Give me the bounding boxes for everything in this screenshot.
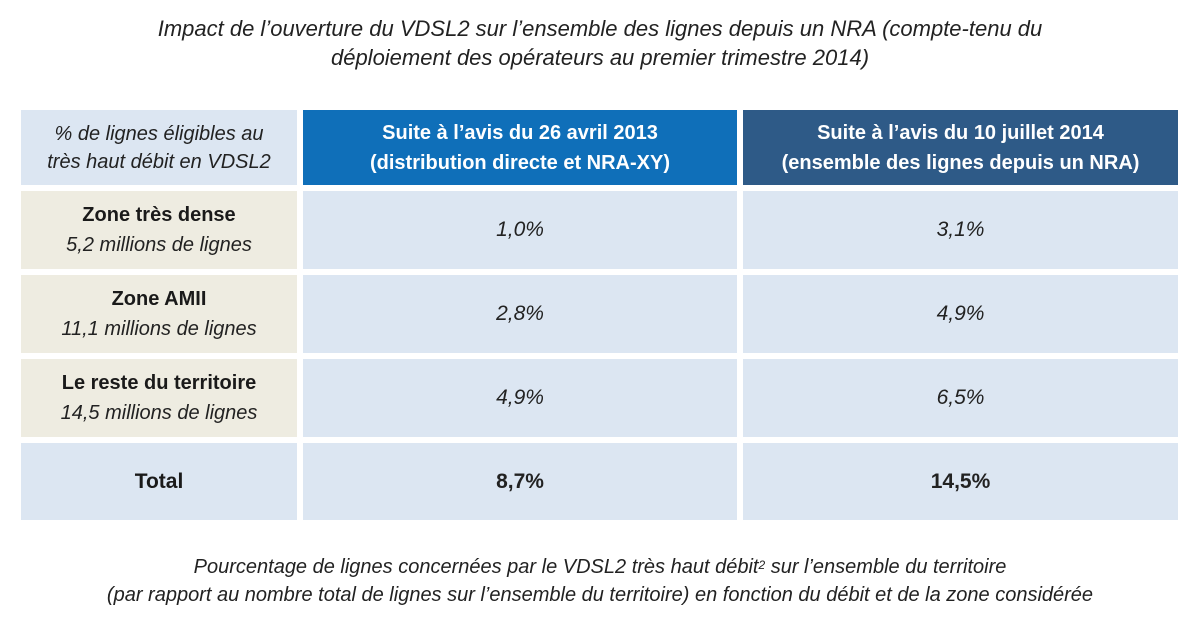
- cell-value: 6,5%: [936, 386, 985, 409]
- cell-value: 8,7%: [496, 469, 544, 493]
- row-label-zone-amii: Zone AMII 11,1 millions de lignes: [21, 275, 297, 353]
- row-label-reste-du-territoire: Le reste du territoire 14,5 millions de …: [21, 359, 297, 437]
- table-cell-2013: 4,9%: [303, 359, 737, 437]
- row-line-count: 5,2 millions de lignes: [66, 234, 252, 256]
- row-name: Zone AMII: [111, 288, 207, 310]
- row-label-total: Total: [21, 443, 297, 520]
- row-name: Zone très dense: [82, 204, 236, 226]
- row-line-count: 11,1 millions de lignes: [61, 318, 257, 340]
- caption-line-1-end: sur l’ensemble du territoire: [765, 556, 1007, 578]
- row-name: Le reste du territoire: [61, 372, 257, 394]
- table-cell-2014: 3,1%: [743, 191, 1178, 269]
- table-cell-2013: 2,8%: [303, 275, 737, 353]
- cell-value: 3,1%: [936, 218, 985, 241]
- caption-line-1: Pourcentage de lignes concernées par le …: [10, 553, 1190, 581]
- title-line-1: Impact de l’ouverture du VDSL2 sur l’ens…: [157, 16, 1043, 41]
- footnote-marker: 2: [758, 558, 766, 572]
- cell-value: 1,0%: [496, 218, 544, 241]
- cell-value: 2,8%: [496, 302, 544, 325]
- column-header-2014-line-1: Suite à l’avis du 10 juillet 2014: [817, 121, 1104, 144]
- column-header-2014: Suite à l’avis du 10 juillet 2014 (ensem…: [743, 110, 1178, 185]
- row-label-zone-tres-dense: Zone très dense 5,2 millions de lignes: [21, 191, 297, 269]
- cell-value: 4,9%: [936, 302, 985, 325]
- table-cell-2013: 1,0%: [303, 191, 737, 269]
- column-header-2013: Suite à l’avis du 26 avril 2013 (distrib…: [303, 110, 737, 185]
- cell-value: 4,9%: [496, 386, 544, 409]
- corner-line-2: très haut débit en VDSL2: [47, 150, 271, 173]
- column-header-2014-line-2: (ensemble des lignes depuis un NRA): [781, 151, 1140, 174]
- caption-line-1-text: Pourcentage de lignes concernées par le …: [193, 556, 759, 578]
- figure-caption: Pourcentage de lignes concernées par le …: [10, 553, 1190, 609]
- title-line-2: déploiement des opérateurs au premier tr…: [330, 45, 870, 70]
- caption-line-2: (par rapport au nombre total de lignes s…: [106, 584, 1094, 606]
- eligibility-table: % de lignes éligibles au très haut débit…: [21, 110, 1178, 520]
- table-corner-header: % de lignes éligibles au très haut débit…: [21, 110, 297, 185]
- row-line-count: 14,5 millions de lignes: [60, 402, 258, 424]
- column-header-2013-line-1: Suite à l’avis du 26 avril 2013: [382, 121, 658, 144]
- corner-line-1: % de lignes éligibles au: [54, 122, 264, 145]
- figure-title: Impact de l’ouverture du VDSL2 sur l’ens…: [40, 14, 1160, 72]
- total-cell-2014: 14,5%: [743, 443, 1178, 520]
- table-cell-2014: 4,9%: [743, 275, 1178, 353]
- total-cell-2013: 8,7%: [303, 443, 737, 520]
- table-cell-2014: 6,5%: [743, 359, 1178, 437]
- column-header-2013-line-2: (distribution directe et NRA-XY): [369, 151, 670, 174]
- row-name: Total: [134, 469, 184, 493]
- cell-value: 14,5%: [930, 469, 991, 493]
